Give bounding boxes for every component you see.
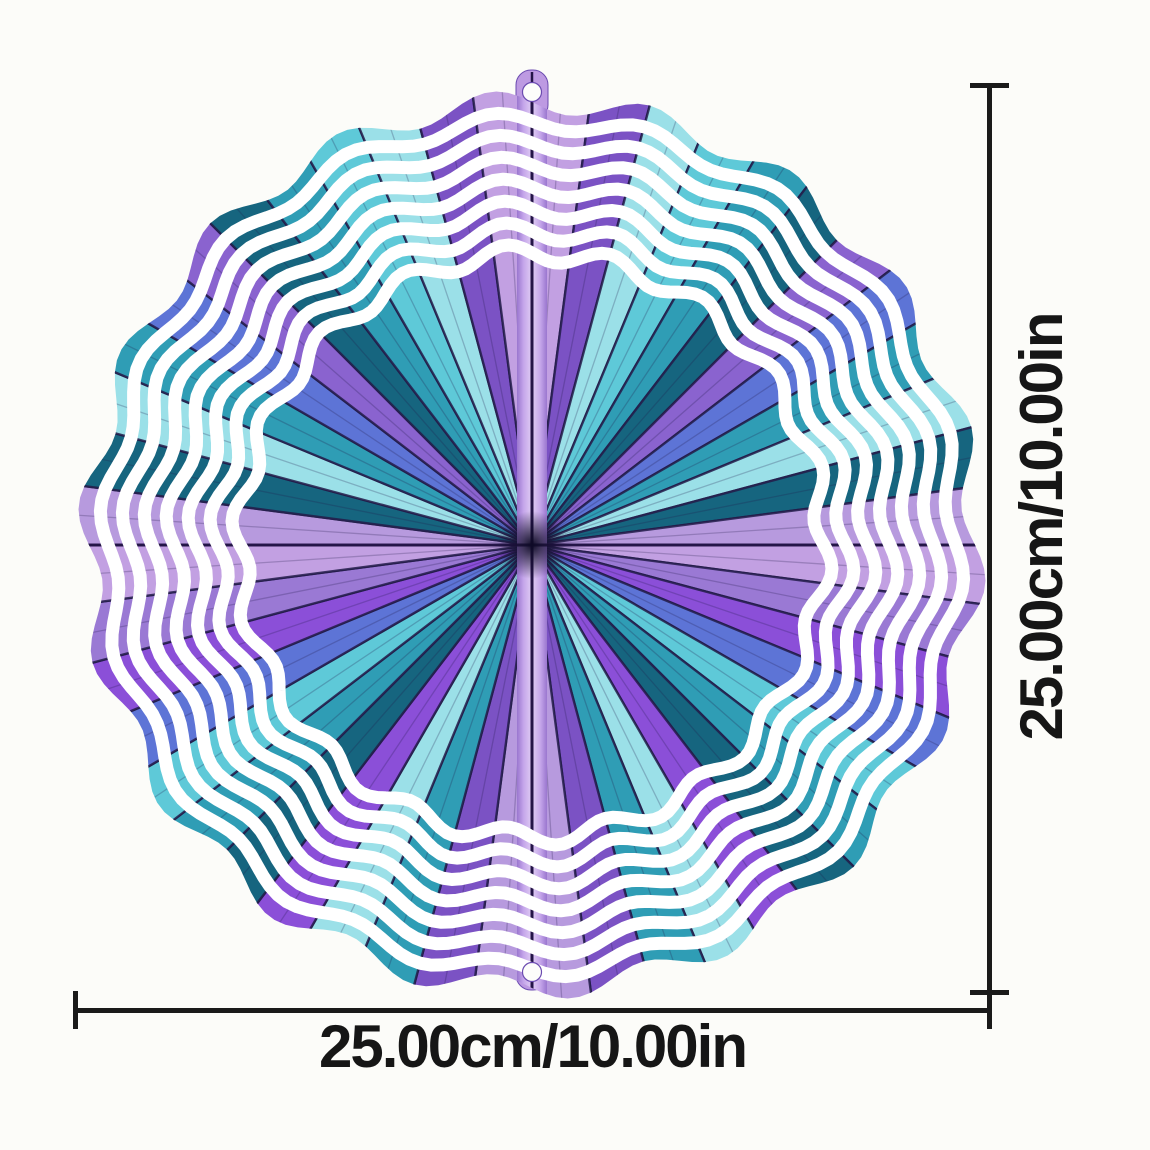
width-dimension-line xyxy=(75,1008,990,1013)
height-dimension-line xyxy=(987,85,992,993)
height-dimension-cap-bottom xyxy=(970,990,1009,995)
width-dimension-tick-right xyxy=(987,991,992,1029)
width-dimension-label: 25.00cm/10.00in xyxy=(318,1013,748,1080)
spinner-disc xyxy=(78,91,986,999)
width-dimension-tick-left xyxy=(73,991,78,1029)
hanging-hole-bottom-icon xyxy=(521,961,543,983)
height-dimension-cap-top xyxy=(970,83,1009,88)
height-dimension-label: 25.00cm/10.00in xyxy=(1008,313,1075,741)
hanging-hole-top-icon xyxy=(521,81,543,103)
